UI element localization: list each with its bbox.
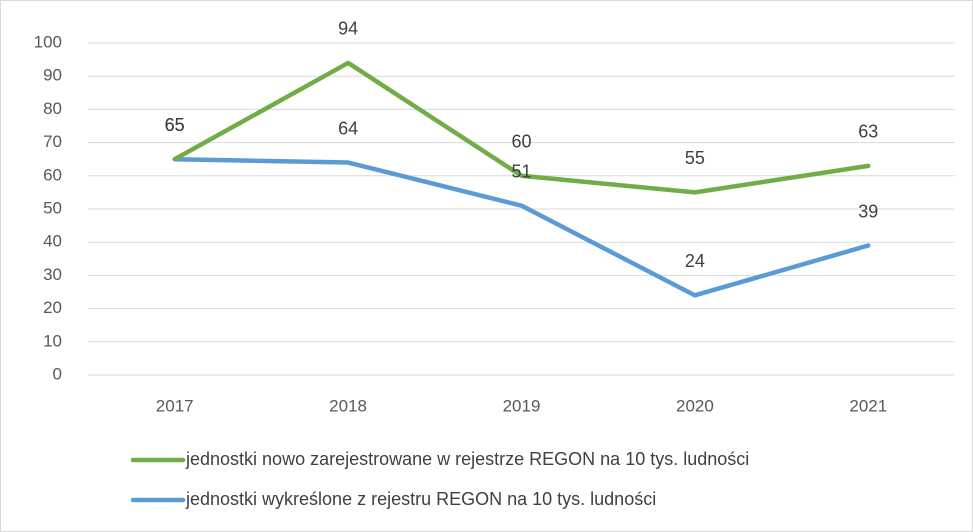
y-tick-label: 10 (43, 331, 62, 350)
data-label: 55 (685, 148, 705, 168)
series-line (172, 60, 871, 195)
y-tick-label: 20 (43, 298, 62, 317)
legend-label: jednostki nowo zarejestrowane w rejestrz… (185, 449, 749, 469)
data-label: 39 (858, 201, 878, 221)
y-tick-label: 0 (53, 364, 62, 383)
y-tick-label: 80 (43, 99, 62, 118)
data-label: 24 (685, 251, 705, 271)
data-label: 63 (858, 122, 878, 142)
x-tick-label: 2021 (849, 396, 887, 415)
data-label: 51 (511, 161, 531, 181)
y-tick-label: 40 (43, 232, 62, 251)
y-tick-label: 90 (43, 66, 62, 85)
y-tick-label: 50 (43, 198, 62, 217)
series-line (172, 156, 871, 298)
y-tick-label: 30 (43, 265, 62, 284)
data-label: 60 (511, 132, 531, 152)
y-tick-label: 60 (43, 165, 62, 184)
y-tick-label: 70 (43, 132, 62, 151)
legend-label: jednostki wykreślone z rejestru REGON na… (185, 489, 656, 509)
x-tick-label: 2017 (156, 396, 194, 415)
data-label: 94 (338, 19, 358, 39)
data-label: 65 (165, 115, 185, 135)
x-tick-label: 2019 (503, 396, 541, 415)
x-tick-label: 2018 (329, 396, 367, 415)
x-tick-label: 2020 (676, 396, 714, 415)
data-label: 65 (165, 115, 185, 135)
y-tick-label: 100 (34, 32, 62, 51)
data-label: 64 (338, 118, 358, 138)
